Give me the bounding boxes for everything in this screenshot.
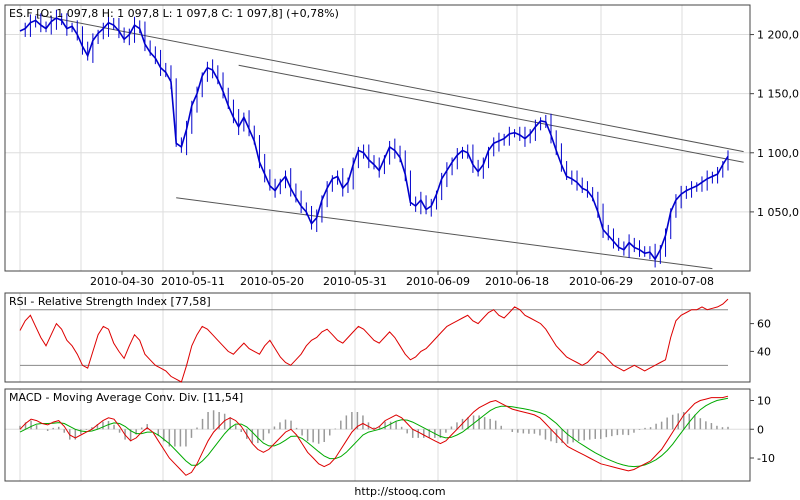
- rsi-title: RSI - Relative Strength Index [77,58]: [9, 295, 211, 308]
- price-title: ES.F [O: 1 097,8 H: 1 097,8 L: 1 097,8 C…: [9, 7, 339, 20]
- x-tick-label-2: 2010-05-20: [240, 275, 304, 288]
- macd-ytick-label-2: 10: [757, 395, 771, 408]
- x-tick-label-4: 2010-06-09: [406, 275, 470, 288]
- trendline-2: [176, 197, 713, 270]
- macd-frame: [4, 388, 751, 482]
- rsi-line: [19, 298, 729, 383]
- x-tick-label-0: 2010-04-30: [90, 275, 154, 288]
- macd-histogram: [19, 410, 729, 447]
- price-x-axis: 2010-04-30 2010-05-11 2010-05-20 2010-05-31…: [90, 271, 714, 288]
- price-y-axis: 1 050,0 1 100,0 1 150,0 1 200,0: [750, 29, 799, 219]
- price-ytick-label-3: 1 200,0: [757, 29, 799, 42]
- x-tick-label-1: 2010-05-11: [161, 275, 225, 288]
- trendline-1: [238, 64, 744, 163]
- price-ytick-label-2: 1 150,0: [757, 88, 799, 101]
- macd-ytick-label-0: -10: [757, 452, 775, 465]
- macd-series: [19, 395, 729, 476]
- rsi-panel: 40 60 RSI - Relative Strength Index [77,5…: [4, 292, 771, 383]
- rsi-y-axis: 40 60: [750, 318, 771, 358]
- macd-signal-line: [19, 397, 729, 468]
- rsi-levels: [20, 309, 728, 366]
- price-trendlines: [35, 13, 744, 270]
- rsi-series: [19, 298, 729, 383]
- x-tick-label-3: 2010-05-31: [323, 275, 387, 288]
- footer-source[interactable]: http://stooq.com: [354, 485, 445, 498]
- macd-line: [19, 395, 729, 476]
- macd-ytick-label-1: 0: [757, 423, 764, 436]
- x-tick-label-6: 2010-06-29: [569, 275, 633, 288]
- rsi-ytick-label-1: 60: [757, 318, 771, 331]
- price-ytick-label-0: 1 050,0: [757, 206, 799, 219]
- macd-panel: -10 0 10 MACD - Moving Average Conv. Div. …: [4, 388, 775, 482]
- price-series: [19, 9, 729, 268]
- rsi-grid: [19, 293, 683, 382]
- x-tick-label-7: 2010-07-08: [650, 275, 714, 288]
- macd-title: MACD - Moving Average Conv. Div. [11,54]: [9, 391, 243, 404]
- price-line: [19, 17, 729, 261]
- rsi-ytick-label-0: 40: [757, 345, 771, 358]
- rsi-frame: [4, 292, 751, 383]
- price-ytick-label-1: 1 100,0: [757, 147, 799, 160]
- macd-y-axis: -10 0 10: [750, 395, 775, 465]
- price-panel: 1 050,01 100,01 150,01 200,0 2010-04-30 2…: [4, 4, 799, 288]
- x-tick-label-5: 2010-06-18: [485, 275, 549, 288]
- price-frame: [4, 4, 751, 272]
- trendline-0: [35, 13, 744, 153]
- price-grid: [5, 5, 750, 271]
